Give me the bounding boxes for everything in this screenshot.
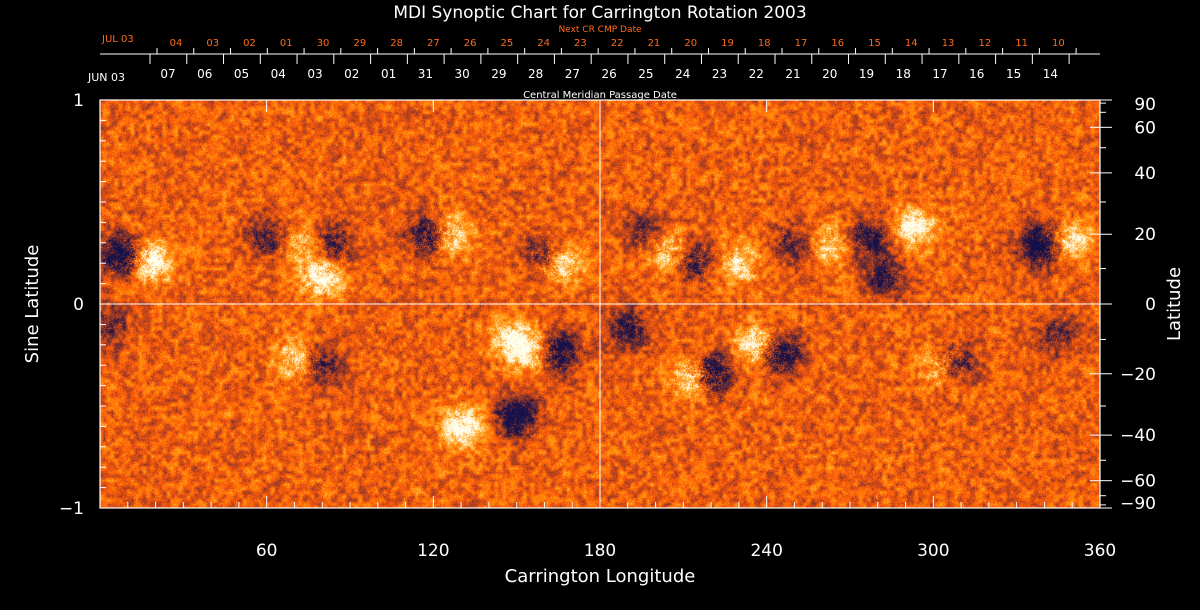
y-right-tick-label: −20 — [1120, 365, 1156, 385]
next-cr-date-label: 17 — [795, 38, 808, 49]
cmp-date-label: 24 — [675, 67, 690, 81]
x-axis-ticks: 60 120 180 240 300 360 — [256, 100, 1116, 561]
next-cr-date-label: 21 — [648, 38, 661, 49]
cmp-start-label: JUN 03 — [87, 71, 125, 84]
x-tick-label: 180 — [584, 541, 616, 561]
x-tick-label: 120 — [417, 541, 449, 561]
cmp-date-label: 21 — [785, 67, 800, 81]
cmp-date-label: 16 — [969, 67, 984, 81]
cmp-date-label: 29 — [491, 67, 506, 81]
next-cr-date-label: 22 — [611, 38, 624, 49]
x-tick-label: 240 — [750, 541, 782, 561]
cmp-date-label: 25 — [638, 67, 653, 81]
x-axis-label: Carrington Longitude — [505, 566, 696, 587]
cmp-date-label: 26 — [602, 67, 617, 81]
next-cr-date-label: 18 — [758, 38, 771, 49]
cmp-date-label: 04 — [271, 67, 286, 81]
y-left-axis-label: Sine Latitude — [22, 245, 43, 364]
cmp-date-label: 22 — [749, 67, 764, 81]
y-right-tick-label: 20 — [1134, 225, 1156, 245]
next-cr-date-label: 19 — [721, 38, 734, 49]
next-cr-axis-label: Next CR CMP Date — [558, 25, 642, 35]
next-cr-axis-ticks — [156, 48, 1077, 54]
y-right-tick-label: −40 — [1120, 426, 1156, 446]
cmp-axis-dates: 07 06 05 04 03 02 01 31 30 29 28 27 26 25 24 23 22 21 20 19… — [160, 67, 1058, 81]
cmp-date-label: 17 — [932, 67, 947, 81]
next-cr-date-label: 13 — [942, 38, 955, 49]
cmp-date-label: 06 — [197, 67, 212, 81]
next-cr-date-label: 12 — [978, 38, 991, 49]
chart-title: MDI Synoptic Chart for Carrington Rotati… — [393, 3, 806, 23]
next-cr-date-label: 04 — [170, 38, 183, 49]
next-cr-date-label: 20 — [684, 38, 697, 49]
y-left-tick-label: −1 — [59, 499, 84, 519]
next-cr-date-label: 03 — [206, 38, 219, 49]
next-cr-date-label: 23 — [574, 38, 587, 49]
next-cr-start-label: JUL 03 — [101, 34, 134, 45]
y-right-axis-label: Latitude — [1164, 267, 1185, 341]
cmp-date-label: 02 — [344, 67, 359, 81]
cmp-date-label: 20 — [822, 67, 837, 81]
y-right-tick-label: −60 — [1120, 472, 1156, 492]
next-cr-date-label: 16 — [831, 38, 844, 49]
cmp-date-label: 19 — [859, 67, 874, 81]
cmp-date-label: 15 — [1006, 67, 1021, 81]
y-right-tick-label: 90 — [1134, 95, 1156, 115]
cmp-date-label: 07 — [160, 67, 175, 81]
cmp-date-label: 27 — [565, 67, 580, 81]
cmp-date-label: 14 — [1043, 67, 1058, 81]
cmp-date-label: 03 — [307, 67, 322, 81]
next-cr-date-label: 28 — [390, 38, 403, 49]
x-axis-minor-ticks — [127, 502, 1073, 508]
next-cr-axis-dates: 04 03 02 01 30 29 28 27 26 25 24 23 22 21 20 19 18 17 16 15… — [170, 38, 1065, 49]
y-left-axis-ticks: 1 0 −1 — [59, 91, 112, 519]
x-tick-label: 300 — [917, 541, 949, 561]
next-cr-date-label: 01 — [280, 38, 293, 49]
cmp-date-label: 23 — [712, 67, 727, 81]
next-cr-date-label: 10 — [1052, 38, 1065, 49]
y-right-tick-label: 40 — [1134, 164, 1156, 184]
y-left-tick-label: 0 — [73, 295, 84, 315]
cmp-date-label: 01 — [381, 67, 396, 81]
y-left-tick-label: 1 — [73, 91, 84, 111]
next-cr-date-label: 26 — [464, 38, 477, 49]
next-cr-date-label: 30 — [317, 38, 330, 49]
next-cr-date-label: 14 — [905, 38, 918, 49]
cmp-date-label: 28 — [528, 67, 543, 81]
x-tick-label: 360 — [1084, 541, 1116, 561]
next-cr-date-label: 02 — [243, 38, 256, 49]
cmp-axis-ticks — [149, 54, 1070, 64]
cmp-date-label: 18 — [896, 67, 911, 81]
next-cr-date-label: 15 — [868, 38, 881, 49]
y-right-tick-label: −90 — [1120, 494, 1156, 514]
next-cr-date-label: 11 — [1015, 38, 1028, 49]
cmp-date-label: 30 — [454, 67, 469, 81]
y-right-axis-ticks: 90 60 40 20 0 −20 −40 −60−90 — [1090, 95, 1156, 514]
next-cr-date-label: 27 — [427, 38, 440, 49]
cmp-date-label: 31 — [418, 67, 433, 81]
next-cr-date-label: 29 — [353, 38, 366, 49]
y-right-tick-label: 60 — [1134, 118, 1156, 138]
x-tick-label: 60 — [256, 541, 278, 561]
next-cr-date-label: 25 — [501, 38, 514, 49]
cmp-date-label: 05 — [234, 67, 249, 81]
cmp-axis-label: Central Meridian Passage Date — [523, 90, 677, 101]
next-cr-date-label: 24 — [537, 38, 550, 49]
y-right-tick-label: 0 — [1145, 295, 1156, 315]
